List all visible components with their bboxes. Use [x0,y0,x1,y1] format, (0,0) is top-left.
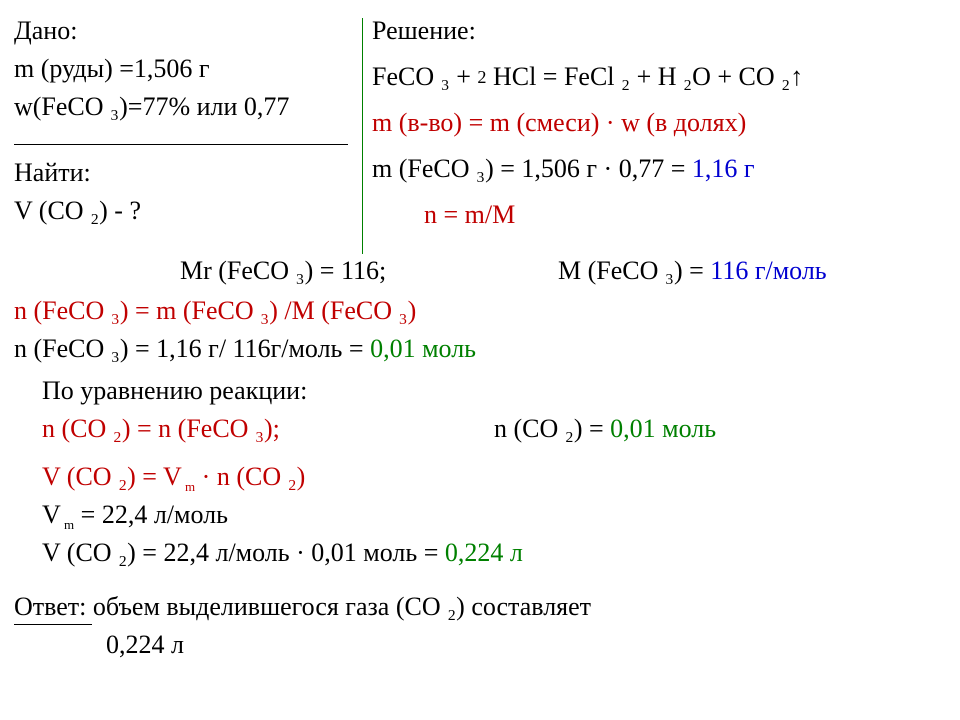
eq-plus: + [450,62,478,91]
m-feco3-val2: 116 г/моль [710,256,826,285]
answer-text1: объем выделившегося газа (CO ₂) составля… [86,592,591,621]
mr-feco3: Mr (FeCO ₃) = 116; [180,256,386,286]
vm-value: V m = 22,4 л/моль [42,500,228,533]
eq-arrow: ↑ [790,62,803,91]
eq-lhs2: HCl = [486,62,564,91]
n-feco3-val: 0,01 моль [370,334,476,363]
answer-line1: Ответ: объем выделившегося газа (CO ₂) с… [14,592,591,622]
n-co2-eq: n (CO ₂) = n (FeCO ₃); [42,414,280,444]
n-feco3-formula: n (FeCO ₃) = m (FeCO ₃) /M (FeCO ₃) [14,296,416,326]
eq-lhs1: FeCO ₃ [372,62,450,91]
m-feco3-calc: m (FeCO ₃) = 1,506 г · 0,77 = 1,16 г [372,154,755,184]
answer-line2: 0,224 л [106,630,184,660]
m-feco3-val: 1,16 г [692,154,755,183]
given-mass-ore: m (руды) =1,506 г [14,54,210,84]
by-equation-label: По уравнению реакции: [42,376,307,406]
eq-coef2: 2 [477,67,486,87]
mass-formula: m (в-во) = m (смеси) · w (в долях) [372,108,746,138]
v-co2-calc: V (CO ₂) = 22,4 л/моль · 0,01 моль = 0,2… [42,538,523,568]
n-co2-val: n (CO ₂) = 0,01 моль [494,414,716,444]
solution-title: Решение: [372,16,476,46]
vline-separator [362,18,363,254]
hline-under-answer [14,624,92,625]
given-w-feco3: w(FeCO ₃)=77% или 0,77 [14,92,289,122]
m-feco3: M (FeCO ₃) = 116 г/моль [558,256,827,286]
n-formula: n = m/M [424,200,515,230]
reaction-equation: FeCO ₃ + 2 HCl = FeCl ₂ + H ₂O + CO ₂↑ [372,62,803,92]
answer-label: Ответ: [14,592,86,621]
eq-rhs: FeCl ₂ + H ₂O + CO ₂ [564,62,790,91]
n-co2-value: 0,01 моль [610,414,716,443]
n-feco3-lhs: n (FeCO ₃) = 1,16 г/ 116г/моль = [14,334,370,363]
n-co2-lhs: n (CO ₂) = [494,414,610,443]
find-v-co2: V (CO ₂) - ? [14,196,141,226]
v-co2-lhs: V (CO ₂) = 22,4 л/моль · 0,01 моль = [42,538,445,567]
n-feco3-calc: n (FeCO ₃) = 1,16 г/ 116г/моль = 0,01 мо… [14,334,476,364]
v-co2-formula: V (CO ₂) = V m · n (CO ₂) [42,462,305,495]
m-feco3-lhs: m (FeCO ₃) = 1,506 г · 0,77 = [372,154,692,183]
m-feco3-label: M (FeCO ₃) = [558,256,710,285]
v-co2-val: 0,224 л [445,538,523,567]
hline-under-given [14,144,348,145]
find-title: Найти: [14,158,91,188]
given-title: Дано: [14,16,77,46]
